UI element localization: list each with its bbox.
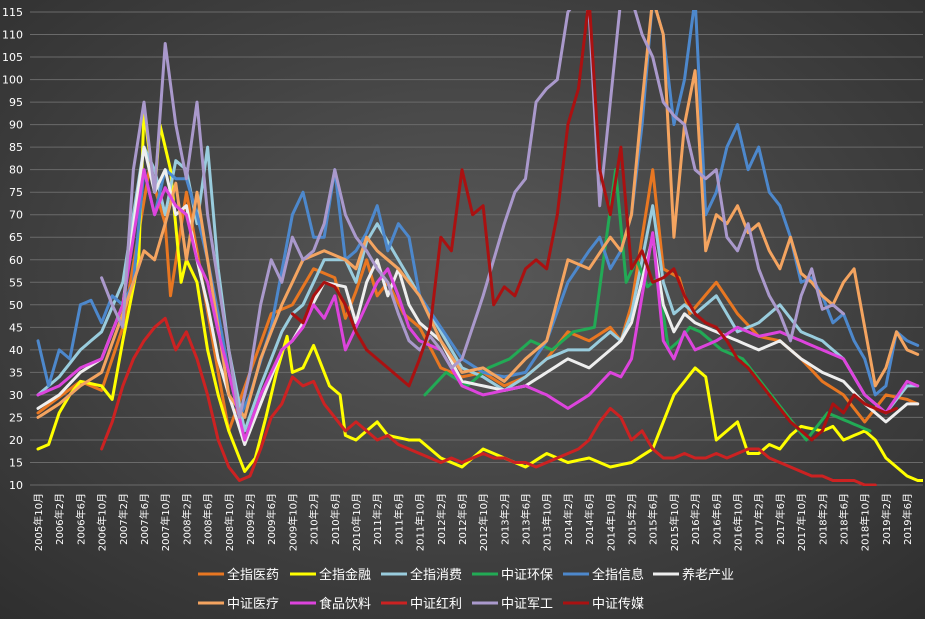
- x-tick-label: 2016年6月: [710, 493, 723, 545]
- x-tick-label: 2008年6月: [202, 493, 215, 545]
- x-tick-label: 2010年10月: [350, 493, 363, 551]
- series-line-7: [36, 168, 920, 442]
- x-tick-label: 2014年6月: [583, 493, 596, 545]
- series-line-9: [100, 10, 845, 419]
- x-tick-label: 2018年10月: [859, 493, 872, 551]
- series-lines: [36, 10, 923, 486]
- y-tick-label: 20: [9, 434, 23, 447]
- x-tick-label: 2019年6月: [901, 493, 914, 545]
- x-tick-label: 2018年2月: [816, 493, 829, 545]
- x-tick-label: 2007年2月: [117, 493, 130, 545]
- x-tick-label: 2015年10月: [668, 493, 681, 551]
- x-tick-label: 2016年10月: [732, 493, 745, 551]
- y-tick-label: 95: [9, 96, 23, 109]
- x-tick-label: 2006年6月: [74, 493, 87, 545]
- x-tick-label: 2010年2月: [308, 493, 321, 545]
- x-tick-label: 2006年10月: [96, 493, 109, 551]
- y-tick-label: 25: [9, 411, 23, 424]
- y-tick-label: 45: [9, 321, 23, 334]
- x-tick-label: 2013年10月: [541, 493, 554, 551]
- legend-label: 食品饮料: [319, 596, 371, 612]
- y-axis-ticks: 10 15 20 25 30 35 40 45 50 55 60 65 70 75 80 85 90 95 100 1…: [2, 6, 23, 492]
- x-tick-label: 2008年2月: [180, 493, 193, 545]
- y-tick-label: 85: [9, 141, 23, 154]
- x-tick-label: 2012年10月: [477, 493, 490, 551]
- y-tick-label: 80: [9, 164, 23, 177]
- y-tick-label: 70: [9, 209, 23, 222]
- y-tick-label: 10: [9, 479, 23, 492]
- x-tick-label: 2006年2月: [53, 493, 66, 545]
- y-tick-label: 55: [9, 276, 23, 289]
- legend-label: 中证环保: [501, 568, 553, 583]
- x-tick-label: 2010年6月: [329, 493, 342, 545]
- x-tick-label: 2014年10月: [604, 493, 617, 551]
- x-tick-label: 2005年10月: [32, 493, 45, 551]
- x-tick-label: 2019年2月: [880, 493, 893, 545]
- x-tick-label: 2014年2月: [562, 493, 575, 545]
- y-tick-label: 15: [9, 456, 23, 469]
- x-axis-ticks: 2005年10月 2006年2月 2006年6月 2006年10月 2007年2月 200…: [32, 493, 914, 551]
- y-tick-label: 60: [9, 254, 23, 267]
- x-tick-label: 2017年6月: [774, 493, 787, 545]
- x-tick-label: 2011年6月: [392, 493, 405, 545]
- x-tick-label: 2009年6月: [265, 493, 278, 545]
- x-tick-label: 2007年6月: [138, 493, 151, 545]
- y-tick-label: 65: [9, 231, 23, 244]
- x-tick-label: 2011年10月: [414, 493, 427, 551]
- x-tick-label: 2015年2月: [626, 493, 639, 545]
- y-tick-label: 90: [9, 119, 23, 132]
- x-tick-label: 2017年2月: [753, 493, 766, 545]
- y-tick-label: 30: [9, 389, 23, 402]
- x-tick-label: 2013年2月: [498, 493, 511, 545]
- x-tick-label: 2009年10月: [286, 493, 299, 551]
- x-tick-label: 2013年6月: [520, 493, 533, 545]
- x-tick-label: 2018年6月: [838, 493, 851, 545]
- y-tick-label: 40: [9, 344, 23, 357]
- series-line-5: [36, 145, 920, 446]
- y-tick-label: 105: [2, 51, 23, 64]
- y-tick-label: 100: [2, 74, 23, 87]
- series-line-6: [36, 10, 920, 419]
- x-tick-label: 2015年6月: [647, 493, 660, 545]
- legend-label: 全指信息: [592, 567, 644, 583]
- x-tick-label: 2007年10月: [159, 493, 172, 551]
- x-tick-label: 2008年10月: [223, 493, 236, 551]
- legend-label: 养老产业: [682, 567, 734, 583]
- legend-label: 全指医药: [227, 567, 279, 583]
- x-tick-label: 2017年10月: [795, 493, 808, 551]
- legend-label: 中证军工: [501, 597, 553, 612]
- x-tick-label: 2016年2月: [689, 493, 702, 545]
- y-tick-label: 35: [9, 366, 23, 379]
- x-tick-label: 2012年6月: [456, 493, 469, 545]
- y-tick-label: 115: [2, 6, 23, 19]
- series-line-10: [290, 10, 898, 442]
- y-tick-label: 75: [9, 186, 23, 199]
- legend-label: 全指金融: [319, 567, 371, 583]
- legend-label: 中证传媒: [592, 597, 644, 612]
- legend-label: 中证医疗: [227, 597, 279, 612]
- x-tick-label: 2009年2月: [244, 493, 257, 545]
- legend-label: 中证红利: [410, 596, 462, 612]
- series-line-8: [100, 316, 877, 486]
- y-tick-label: 50: [9, 299, 23, 312]
- legend-label: 全指消费: [410, 567, 462, 583]
- x-tick-label: 2012年2月: [435, 493, 448, 545]
- y-tick-label: 110: [2, 29, 23, 42]
- x-tick-label: 2011年2月: [371, 493, 384, 545]
